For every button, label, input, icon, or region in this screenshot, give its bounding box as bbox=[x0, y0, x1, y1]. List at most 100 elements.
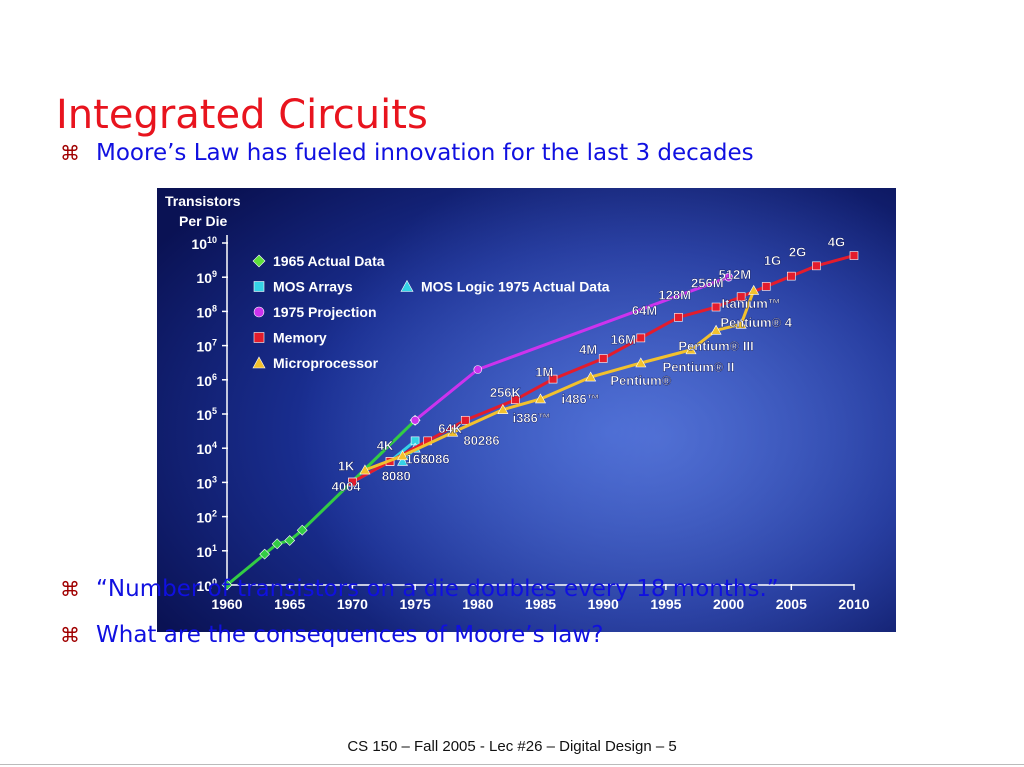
data-label: 64M bbox=[632, 303, 657, 318]
bullet-mark-icon: ⌘ bbox=[60, 577, 80, 601]
data-point-memory bbox=[460, 415, 470, 425]
bullet-text: “Number of transistors on a die doubles … bbox=[96, 576, 779, 602]
series-memory bbox=[348, 251, 859, 487]
data-label: Pentium® II bbox=[663, 359, 735, 374]
data-point-microprocessor bbox=[710, 324, 722, 335]
legend-label: 1975 Projection bbox=[273, 304, 377, 320]
data-label: 64K bbox=[438, 421, 462, 436]
data-label: 4G bbox=[828, 234, 845, 249]
legend-marker bbox=[252, 254, 266, 268]
data-point-memory bbox=[812, 261, 821, 271]
data-point-microprocessor bbox=[497, 404, 509, 414]
y-tick-label: 108 bbox=[196, 303, 217, 320]
series-line-1965-actual-data bbox=[226, 419, 417, 587]
data-point-microprocessor bbox=[748, 284, 760, 295]
bullet-mark-icon: ⌘ bbox=[60, 141, 80, 165]
legend-label: 1965 Actual Data bbox=[273, 253, 385, 269]
bullet-3: ⌘ What are the consequences of Moore’s la… bbox=[60, 622, 603, 648]
data-label: 512M bbox=[719, 267, 752, 282]
data-point-memory bbox=[736, 292, 746, 302]
data-label: Pentium® bbox=[610, 373, 671, 388]
data-point-microprocessor bbox=[359, 464, 371, 475]
data-point-1965-actual-data bbox=[259, 548, 271, 560]
data-label: 8086 bbox=[421, 452, 450, 467]
data-label: 4004 bbox=[332, 479, 362, 494]
data-label: 4M bbox=[579, 342, 597, 357]
data-point-microprocessor bbox=[685, 344, 697, 355]
y-tick-label: 106 bbox=[196, 372, 217, 389]
x-tick-label: 1990 bbox=[588, 596, 619, 612]
data-label: Itanium™ bbox=[722, 296, 781, 311]
y-tick-label: 105 bbox=[196, 406, 217, 423]
data-point-microprocessor bbox=[397, 450, 409, 461]
legend-label: MOS Logic 1975 Actual Data bbox=[421, 279, 610, 295]
legend-marker bbox=[253, 281, 265, 292]
slide-title: Integrated Circuits bbox=[56, 92, 428, 138]
bullet-text: What are the consequences of Moore’s law… bbox=[96, 622, 604, 648]
data-label: Pentium® 4 bbox=[720, 315, 792, 330]
legend-marker bbox=[253, 332, 265, 343]
data-point-1965-actual-data bbox=[284, 535, 296, 546]
x-tick-label: 1975 bbox=[400, 596, 431, 612]
moores-law-chart: Transistors Per Die 100 101 102 103 104 105 106 1… bbox=[157, 138, 1017, 738]
data-point-memory bbox=[674, 313, 683, 322]
y-tick-label: 101 bbox=[196, 543, 217, 560]
data-point-1965-actual-data bbox=[221, 579, 233, 591]
x-tick-label: 1965 bbox=[274, 596, 305, 612]
x-tick-label: 2005 bbox=[776, 596, 807, 612]
bullet-mark-icon: ⌘ bbox=[60, 623, 80, 647]
data-point-microprocessor bbox=[585, 371, 597, 382]
x-tick-label: 1995 bbox=[650, 596, 681, 612]
data-label: 128M bbox=[658, 287, 691, 302]
chart-glow bbox=[297, 138, 1017, 738]
data-label: 8080 bbox=[382, 469, 411, 484]
data-label: 1M bbox=[535, 364, 553, 379]
legend-marker bbox=[253, 306, 265, 318]
data-point-memory bbox=[511, 395, 520, 404]
data-point-microprocessor bbox=[635, 357, 647, 368]
data-label: Pentium® III bbox=[678, 339, 753, 354]
bullet-text: Moore’s Law has fueled innovation for th… bbox=[96, 140, 754, 166]
bullet-2: ⌘ “Number of transistors on a die doubles… bbox=[60, 576, 779, 602]
data-point-memory bbox=[711, 302, 721, 312]
data-point-1975-projection bbox=[473, 365, 483, 374]
data-point-mos-logic-1975-actual-data bbox=[397, 455, 409, 466]
x-tick-label: 2000 bbox=[713, 596, 744, 612]
slide-footer: CS 150 – Fall 2005 - Lec #26 – Digital D… bbox=[347, 738, 677, 755]
data-point-microprocessor bbox=[447, 426, 459, 437]
y-tick-label: 107 bbox=[196, 338, 217, 355]
y-tick-label: 103 bbox=[196, 474, 217, 491]
data-point-1965-actual-data bbox=[296, 524, 308, 536]
data-point-1965-actual-data bbox=[271, 538, 283, 550]
y-tick-label: 102 bbox=[196, 509, 217, 526]
data-label: 256M bbox=[691, 275, 724, 290]
data-point-1975-projection bbox=[410, 415, 420, 425]
x-tick-label: 1980 bbox=[462, 596, 493, 612]
y-tick-label: 104 bbox=[196, 440, 217, 457]
data-label: 16M bbox=[611, 332, 636, 347]
data-point-memory bbox=[348, 477, 357, 487]
data-point-memory bbox=[786, 271, 796, 281]
legend-label: Memory bbox=[273, 330, 327, 346]
series-1975-projection bbox=[410, 272, 733, 425]
y-tick-label: 100 bbox=[196, 577, 217, 594]
data-point-memory bbox=[849, 251, 859, 260]
chart-svg: Transistors Per Die 100 101 102 103 104 105 106 1… bbox=[157, 138, 1017, 738]
y-tick-label: 109 bbox=[196, 269, 217, 286]
x-tick-label: 1985 bbox=[525, 596, 556, 612]
x-tick-label: 2010 bbox=[838, 596, 869, 612]
series-microprocessor bbox=[359, 284, 760, 475]
legend-label: MOS Arrays bbox=[273, 279, 353, 295]
data-point-memory bbox=[636, 333, 646, 343]
y-axis-label: Transistors Per Die bbox=[165, 193, 241, 229]
data-point-microprocessor bbox=[534, 393, 547, 404]
legend-label: Microprocessor bbox=[273, 355, 379, 371]
y-tick-label: 1010 bbox=[191, 235, 217, 252]
legend-marker bbox=[400, 279, 414, 292]
data-label: 80286 bbox=[463, 433, 499, 448]
data-label: 16K bbox=[406, 452, 430, 467]
data-label: 2G bbox=[789, 245, 806, 260]
data-point-memory bbox=[548, 374, 558, 384]
data-point-microprocessor bbox=[735, 318, 747, 329]
data-label: 4K bbox=[377, 438, 394, 453]
